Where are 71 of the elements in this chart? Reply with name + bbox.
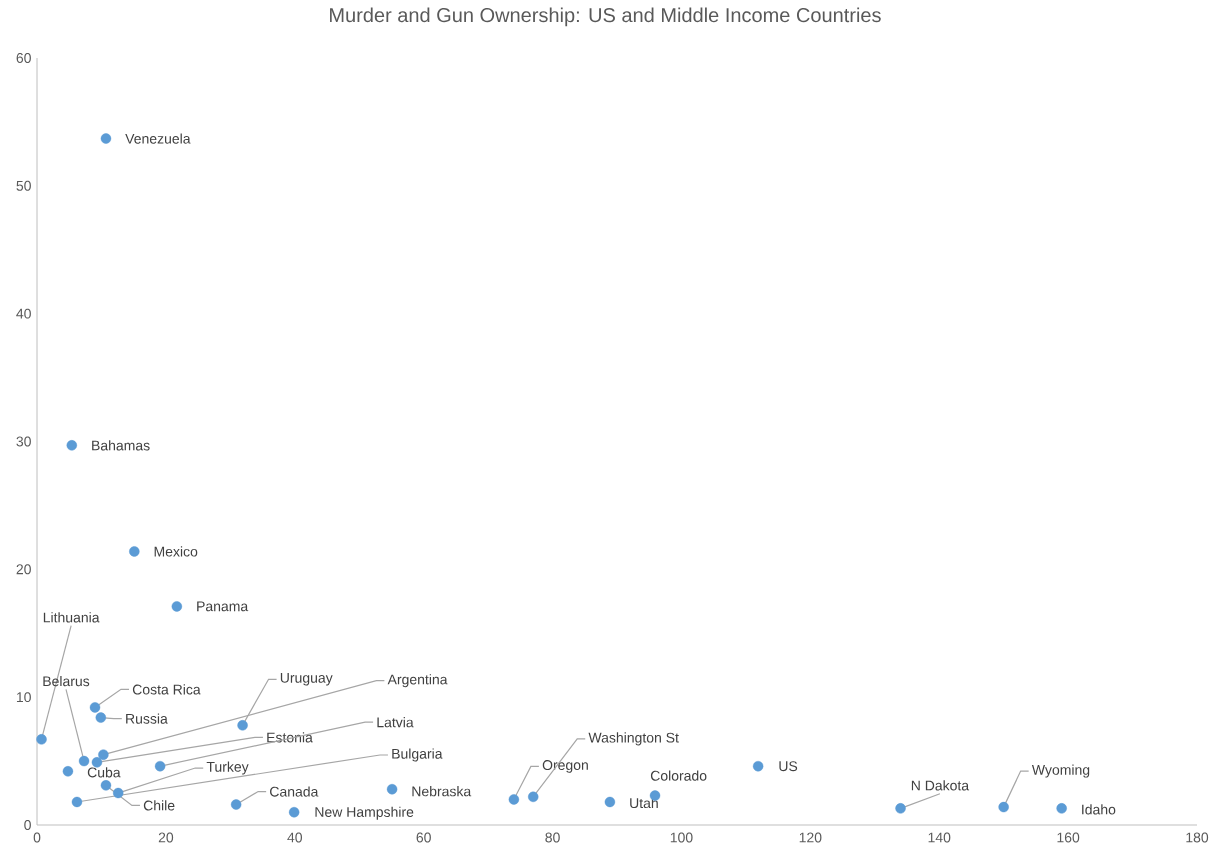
y-tick-label: 20	[16, 564, 31, 575]
point	[386, 783, 398, 795]
y-tick-label: 50	[16, 180, 31, 191]
point	[230, 799, 242, 810]
point	[752, 760, 764, 772]
point	[237, 720, 248, 731]
x-tick-label: 180	[1186, 832, 1209, 843]
point	[66, 440, 78, 451]
annotation: US	[779, 761, 798, 772]
point	[62, 766, 74, 777]
point	[171, 601, 183, 612]
annotation: Colorado	[650, 770, 707, 781]
point	[71, 796, 83, 808]
annotation: Canada	[270, 786, 319, 797]
annotation: Idaho	[1082, 804, 1116, 815]
y-tick-label: 30	[16, 436, 31, 447]
point	[604, 796, 616, 808]
point	[528, 791, 539, 803]
annotation: Belarus	[43, 675, 90, 687]
x-tick-label: 120	[799, 832, 822, 843]
point	[98, 749, 109, 760]
x-tick-label: 160	[1057, 832, 1080, 843]
annotation: Uruguay	[280, 673, 333, 686]
annotation: Chile	[143, 800, 175, 811]
annotation: Oregon	[542, 760, 588, 773]
point	[1056, 803, 1067, 814]
point	[288, 807, 300, 818]
annotation: Utah	[630, 797, 658, 809]
annotation: N Dakota	[911, 780, 970, 791]
y-tick-label: 60	[16, 53, 31, 63]
x-tick-label: 60	[416, 832, 431, 843]
annotation: Turkey	[206, 761, 249, 775]
annotation: Russia	[126, 713, 168, 724]
point	[36, 734, 47, 745]
annotation: Estonia	[267, 732, 313, 743]
point	[508, 794, 520, 805]
x-tick-label: 80	[545, 832, 560, 843]
annotation: Washington St	[588, 732, 679, 746]
annotation: Argentina	[387, 674, 448, 688]
point	[154, 760, 166, 772]
point	[129, 546, 140, 557]
point	[113, 787, 124, 799]
annotation: Cuba	[87, 767, 121, 778]
point	[89, 702, 101, 713]
point	[95, 712, 107, 723]
x-tick-label: 20	[158, 832, 174, 843]
point	[91, 757, 103, 768]
chart-title: Murder and Gun Ownership: US and Middle Income Countries	[330, 7, 881, 27]
annotation: Bulgaria	[392, 748, 443, 762]
y-tick-label: 0	[24, 820, 31, 830]
point	[100, 780, 112, 791]
x-tick-label: 100	[670, 832, 693, 843]
x-tick-label: 40	[287, 832, 303, 843]
point	[895, 803, 906, 814]
point	[998, 801, 1009, 813]
annotation: Latvia	[377, 717, 414, 728]
point	[100, 133, 112, 144]
x-tick-label: 140	[928, 832, 951, 843]
annotation: Bahamas	[92, 440, 150, 451]
y-tick-label: 40	[16, 308, 31, 319]
annotation: Costa Rica	[132, 684, 201, 695]
annotation: Mexico	[154, 546, 198, 557]
y-tick-label: 10	[16, 692, 31, 703]
annotation: Wyoming	[1031, 764, 1090, 778]
annotation: Lithuania	[43, 612, 100, 623]
point	[78, 755, 90, 767]
annotation: Venezuela	[125, 133, 191, 144]
annotation: New Hampshire	[315, 806, 414, 820]
annotation: Panama	[197, 601, 249, 612]
x-tick-label: 0	[33, 832, 41, 843]
annotation: Nebraska	[412, 786, 472, 797]
